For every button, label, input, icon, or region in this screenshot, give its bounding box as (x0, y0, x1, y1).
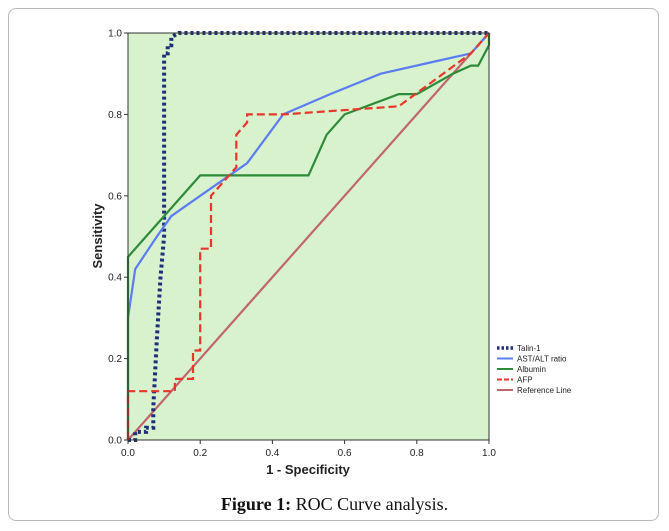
y-tick-label: 0.0 (108, 436, 122, 447)
x-tick-label: 1.0 (482, 448, 496, 459)
x-tick-label: 0.8 (410, 448, 424, 459)
series-line-albumin (126, 33, 491, 440)
x-tick-label: 0.2 (193, 448, 207, 459)
y-tick-label: 0.2 (108, 354, 122, 365)
legend-box (494, 341, 610, 398)
legend-label-albumin: Albumin (517, 365, 546, 374)
caption-text: ROC Curve analysis. (295, 494, 449, 514)
x-tick-label: 0.0 (121, 448, 135, 459)
series-line-talin-1 (128, 31, 489, 442)
series-line-afp (126, 32, 490, 440)
legend-label-reference-line: Reference Line (517, 386, 572, 395)
y-axis-label: Sensitivity (90, 203, 105, 269)
series-line-reference-line (127, 32, 490, 441)
y-tick-label: 0.6 (108, 191, 122, 202)
x-axis-label: 1 - Specificity (266, 462, 351, 477)
legend-label-afp: AFP (517, 376, 533, 385)
y-tick-label: 1.0 (108, 29, 122, 40)
plot-border (127, 32, 490, 441)
legend-label-talin-1: Talin-1 (517, 344, 541, 353)
x-tick-label: 0.6 (338, 448, 352, 459)
figure-caption: Figure 1: ROC Curve analysis. (0, 494, 669, 515)
y-tick-label: 0.4 (108, 273, 122, 284)
legend-label-ast-alt-ratio: AST/ALT ratio (517, 355, 567, 364)
series-line-ast-alt-ratio (126, 32, 490, 440)
y-tick-label: 0.8 (108, 110, 122, 121)
x-tick-label: 0.4 (265, 448, 279, 459)
caption-label: Figure 1: (220, 494, 292, 514)
